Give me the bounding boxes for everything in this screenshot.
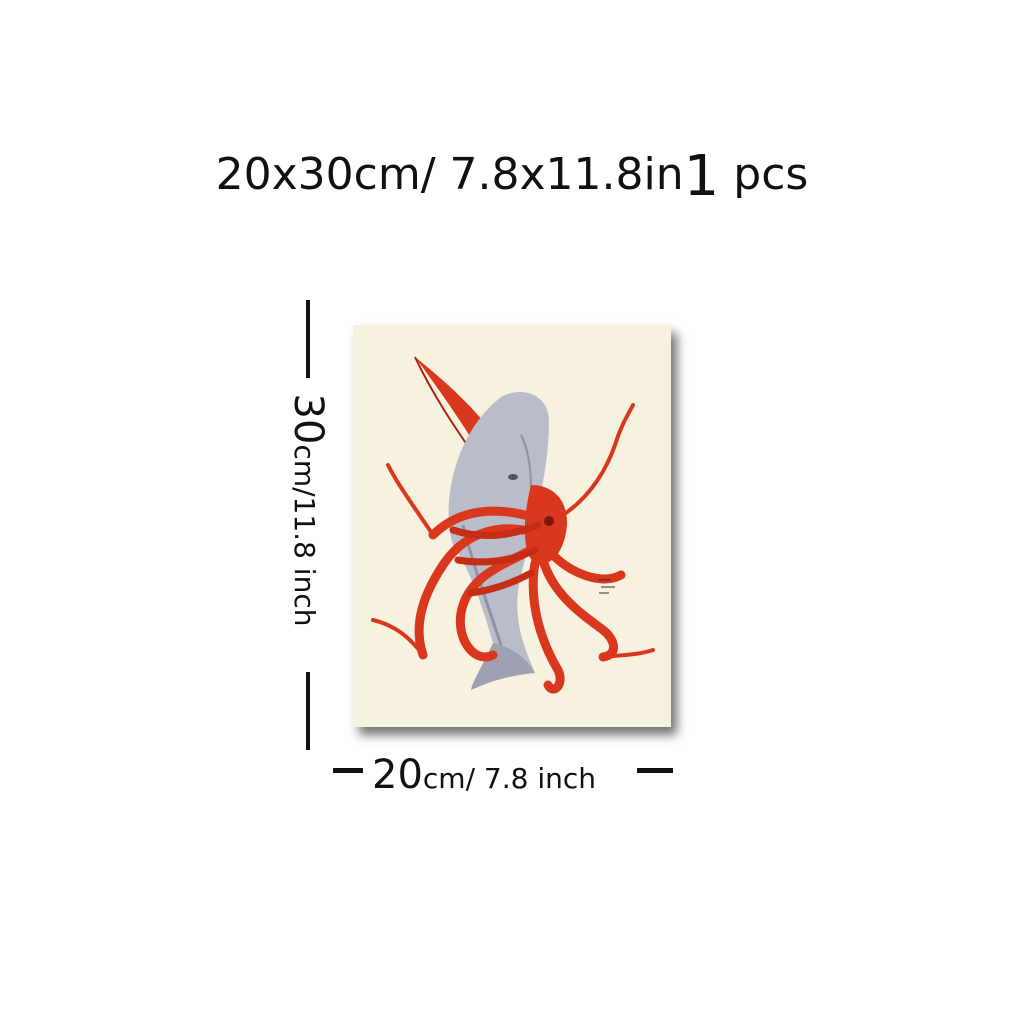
size-headline: 20x30cm/ 7.8x11.8in1 pcs — [0, 138, 1024, 209]
whale-eye — [508, 474, 518, 480]
whale-tail — [471, 643, 535, 690]
height-dimension-line-top — [306, 300, 310, 378]
height-unit: cm/11.8 inch — [288, 444, 321, 627]
artist-signature-icon — [598, 579, 615, 594]
canvas-print — [353, 325, 671, 727]
squid-eye — [544, 516, 554, 526]
width-unit: cm/ 7.8 inch — [422, 762, 597, 795]
whale-squid-illustration — [371, 356, 655, 694]
height-number: 30 — [285, 393, 331, 445]
squid-tentacles — [414, 506, 626, 694]
squid-head — [524, 485, 568, 565]
width-dimension-line-left — [333, 768, 363, 773]
height-dimension-line-bottom — [306, 672, 310, 750]
width-dimension-label: 20cm/ 7.8 inch — [372, 752, 596, 798]
size-text: 20x30cm/ 7.8x11.8in — [215, 149, 684, 200]
quantity-number: 1 — [683, 144, 720, 209]
height-dimension-label: 30cm/11.8 inch — [285, 394, 331, 627]
width-dimension-line-right — [637, 768, 673, 773]
width-number: 20 — [372, 752, 423, 798]
quantity-unit: pcs — [733, 149, 809, 200]
